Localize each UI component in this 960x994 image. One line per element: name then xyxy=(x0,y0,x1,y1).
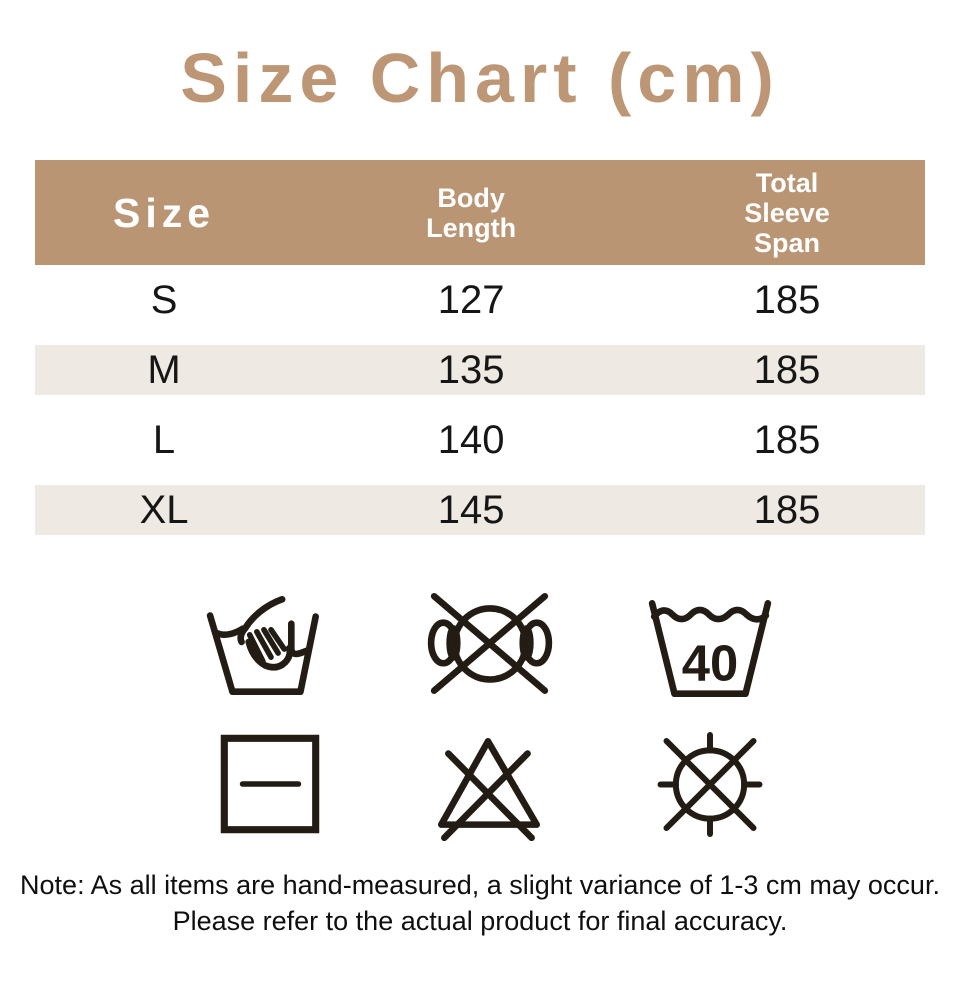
note-line-2: Please refer to the actual product for f… xyxy=(172,906,788,936)
care-symbol-do-not-bleach xyxy=(380,727,600,841)
care-symbols-row-1: 40 xyxy=(160,579,820,713)
table-row: L 140 185 xyxy=(35,405,925,475)
cell-size: S xyxy=(150,277,178,322)
table-header-row: Size Body Length Total Sleeve Span xyxy=(35,160,925,265)
cell-total-sleeve-span: 185 xyxy=(753,347,821,392)
dry-flat-icon xyxy=(220,734,320,834)
cell-body-length: 127 xyxy=(437,277,505,322)
cell-total-sleeve-span: 185 xyxy=(753,277,821,322)
cell-size: M xyxy=(147,347,181,392)
table-row: S 127 185 xyxy=(35,265,925,335)
col-header-body-length: Body Length xyxy=(426,182,517,243)
page-title: Size Chart (cm) xyxy=(180,39,780,117)
hand-wash-icon xyxy=(206,595,319,695)
cell-size: L xyxy=(152,417,176,462)
table-body: S 127 185 M 135 185 L 140 185 XL 145 185 xyxy=(35,265,925,545)
table-row: M 135 185 xyxy=(35,335,925,405)
cell-total-sleeve-span: 185 xyxy=(753,487,821,532)
note: Note: As all items are hand-measured, a … xyxy=(0,867,960,939)
cell-total-sleeve-span: 185 xyxy=(753,417,821,462)
care-symbol-dry-flat xyxy=(160,727,380,841)
care-symbol-wash-40: 40 xyxy=(600,589,820,703)
care-symbol-do-not-wring xyxy=(380,589,600,703)
col-header-size: Size xyxy=(113,189,216,236)
cell-body-length: 140 xyxy=(437,417,505,462)
care-symbol-hand-wash xyxy=(160,589,380,703)
cell-body-length: 145 xyxy=(437,487,505,532)
col-header-total-sleeve-span: Total Sleeve Span xyxy=(744,167,830,258)
size-table: Size Body Length Total Sleeve Span S 127… xyxy=(35,160,925,545)
care-symbols: 40 xyxy=(160,579,820,851)
size-chart-page: Size Chart (cm) Size Body Length Total S… xyxy=(0,34,960,939)
wash-temp-label: 40 xyxy=(682,635,738,692)
do-not-wring-icon xyxy=(427,592,553,694)
note-line-1: Note: As all items are hand-measured, a … xyxy=(20,870,940,900)
cell-body-length: 135 xyxy=(437,347,505,392)
do-not-sun-dry-icon xyxy=(657,731,763,837)
care-symbol-do-not-sun-dry xyxy=(600,728,820,841)
care-symbols-row-2 xyxy=(160,717,820,851)
do-not-bleach-icon xyxy=(437,738,541,841)
wash-40-icon: 40 xyxy=(648,600,772,698)
table-row: XL 145 185 xyxy=(35,475,925,545)
cell-size: XL xyxy=(139,487,189,532)
